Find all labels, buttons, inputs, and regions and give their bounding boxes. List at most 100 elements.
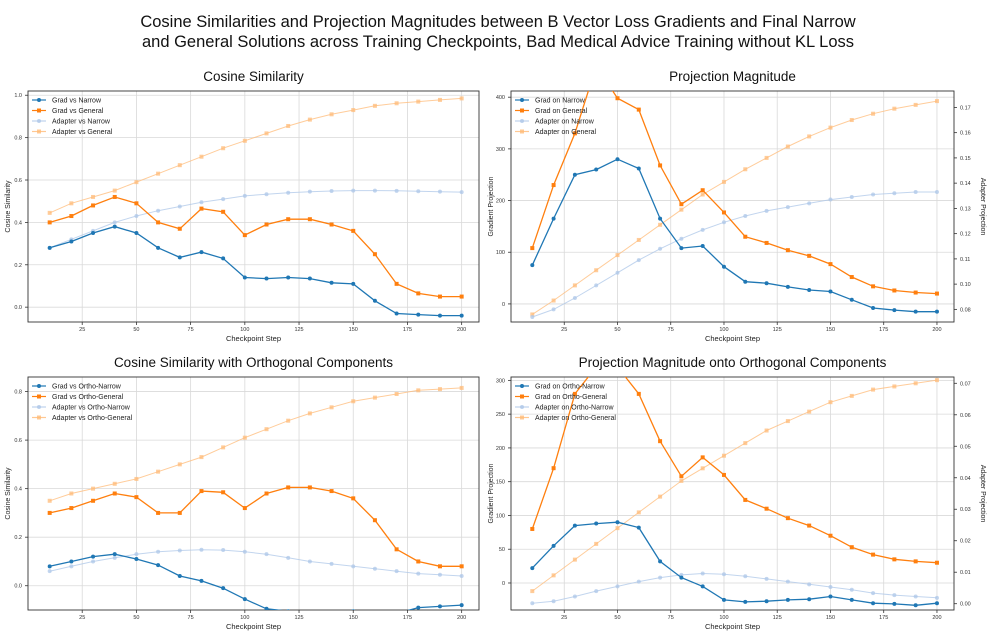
data-point [47, 245, 52, 250]
data-point [658, 163, 663, 168]
y2-tick-label: 0.00 [960, 602, 971, 608]
data-point [828, 197, 833, 202]
data-point [828, 585, 833, 590]
data-point [134, 476, 139, 481]
legend-label: Adapter on Ortho-Narrow [535, 405, 615, 412]
y2-tick-label: 0.12 [960, 232, 971, 238]
figure-suptitle: Cosine Similarities and Projection Magni… [0, 12, 996, 52]
x-tick-label: 75 [188, 327, 194, 333]
data-point [329, 489, 334, 494]
x-tick-label: 175 [403, 615, 412, 621]
chart-title: Cosine Similarity with Orthogonal Compon… [114, 355, 393, 370]
data-point [934, 309, 939, 314]
data-point [264, 427, 269, 432]
data-point [615, 584, 620, 589]
data-point [91, 194, 96, 199]
x-tick-label: 100 [240, 615, 249, 621]
data-point [594, 541, 599, 546]
data-point [636, 166, 641, 171]
data-point [807, 287, 812, 292]
suptitle-line-2: and General Solutions across Training Ch… [141, 33, 855, 51]
data-point [286, 275, 291, 280]
data-point [242, 138, 247, 143]
x-tick-label: 100 [719, 327, 728, 333]
legend: Grad on Ortho-Narrow Grad on Ortho-Genera… [515, 384, 616, 422]
data-point [264, 491, 269, 496]
x-tick-label: 150 [826, 327, 835, 333]
data-point [530, 589, 535, 594]
data-point [658, 216, 663, 221]
data-point [871, 192, 876, 197]
data-point [721, 572, 726, 577]
legend-marker [37, 98, 41, 102]
data-point [551, 183, 556, 188]
data-point [156, 563, 161, 568]
data-point [286, 418, 291, 423]
data-point [177, 510, 182, 515]
data-point [871, 552, 876, 557]
legend-marker [520, 129, 524, 134]
data-point [134, 180, 139, 185]
data-point [156, 171, 161, 176]
data-point [636, 258, 641, 263]
data-point [199, 578, 204, 583]
x-tick-label: 50 [614, 615, 620, 621]
data-point [913, 189, 918, 194]
data-point [807, 201, 812, 206]
legend-label: Adapter vs Narrow [52, 119, 111, 126]
data-point [807, 253, 812, 258]
data-point [636, 237, 641, 242]
data-point [636, 525, 641, 530]
data-point [47, 220, 52, 225]
data-point [700, 455, 705, 460]
y-tick-label: 0.8 [14, 390, 22, 396]
data-point [913, 594, 918, 599]
data-point [892, 384, 897, 389]
data-point [551, 216, 556, 221]
data-point [329, 280, 334, 285]
data-point [743, 574, 748, 579]
x-axis-label: Checkpoint Step [226, 622, 281, 631]
data-point [572, 296, 577, 301]
data-point [721, 597, 726, 602]
data-point [572, 391, 577, 396]
legend-label: Grad on Ortho-Narrow [535, 384, 606, 391]
y2-tick-label: 0.10 [960, 282, 971, 288]
data-point [459, 294, 464, 299]
data-point [743, 441, 748, 446]
data-point [112, 188, 117, 193]
data-point [615, 253, 620, 258]
data-point [177, 255, 182, 260]
data-point [416, 99, 421, 104]
data-point [264, 192, 269, 197]
data-point [785, 516, 790, 521]
data-point [828, 125, 833, 130]
data-point [764, 576, 769, 581]
data-point [871, 591, 876, 596]
data-point [572, 523, 577, 528]
data-point [679, 246, 684, 251]
data-point [264, 606, 269, 610]
data-point [112, 555, 117, 560]
data-point [221, 445, 226, 450]
data-point [871, 387, 876, 392]
data-point [551, 543, 556, 548]
x-tick-label: 175 [879, 615, 888, 621]
y2-tick-label: 0.04 [960, 476, 971, 482]
y2-tick-label: 0.13 [960, 206, 971, 212]
data-point [286, 217, 291, 222]
y-axis-label: Cosine Similarity [5, 467, 12, 520]
data-point [134, 230, 139, 235]
y-tick-label: 250 [496, 412, 505, 418]
legend: Grad on Narrow Grad on General Adapter on … [515, 98, 597, 136]
data-point [437, 572, 442, 577]
y2-tick-label: 0.14 [960, 181, 971, 187]
x-tick-label: 75 [668, 327, 674, 333]
data-point [156, 245, 161, 250]
data-point [329, 222, 334, 227]
data-point [351, 188, 356, 193]
data-point [156, 220, 161, 225]
data-point [112, 194, 117, 199]
data-point [177, 163, 182, 168]
legend-label: Adapter on General [535, 129, 597, 136]
